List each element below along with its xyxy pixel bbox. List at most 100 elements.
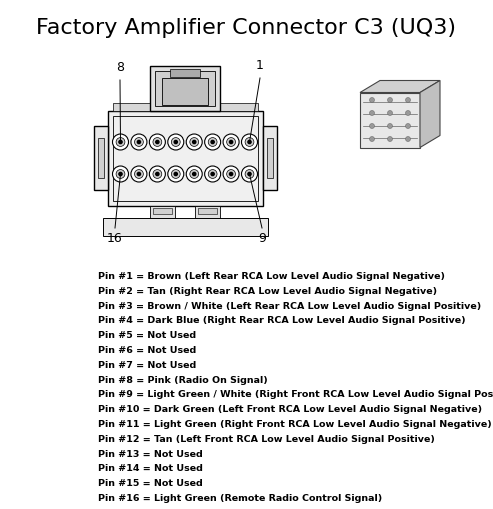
Text: Pin #16 = Light Green (Remote Radio Control Signal): Pin #16 = Light Green (Remote Radio Cont… [98,494,382,503]
Circle shape [223,166,239,182]
Circle shape [387,98,392,102]
Circle shape [223,134,239,150]
Circle shape [229,173,233,176]
Circle shape [229,140,233,144]
Circle shape [168,166,184,182]
Circle shape [153,169,162,178]
Circle shape [131,134,147,150]
Circle shape [186,166,202,182]
Circle shape [369,124,375,128]
Text: Pin #13 = Not Used: Pin #13 = Not Used [98,449,203,459]
Circle shape [156,173,159,176]
Bar [103,217,268,236]
Circle shape [116,169,125,178]
Circle shape [138,173,141,176]
Text: Pin #12 = Tan (Left Front RCA Low Level Audio Signal Positive): Pin #12 = Tan (Left Front RCA Low Level … [98,435,435,444]
Circle shape [112,166,129,182]
Circle shape [227,169,236,178]
Text: Pin #11 = Light Green (Right Front RCA Low Level Audio Signal Negative): Pin #11 = Light Green (Right Front RCA L… [98,420,492,429]
Circle shape [135,137,143,147]
Bar [198,208,217,213]
Circle shape [248,140,251,144]
Bar [112,102,257,110]
Circle shape [190,137,199,147]
Bar [162,77,208,104]
Circle shape [369,98,375,102]
Circle shape [116,137,125,147]
Circle shape [112,134,129,150]
Circle shape [168,134,184,150]
Circle shape [406,124,411,128]
Text: 9: 9 [258,232,266,245]
Text: Pin #8 = Pink (Radio On Signal): Pin #8 = Pink (Radio On Signal) [98,376,268,385]
Circle shape [369,136,375,142]
Bar [153,208,172,213]
Circle shape [387,110,392,116]
Text: Pin #15 = Not Used: Pin #15 = Not Used [98,479,203,488]
Bar [94,126,107,190]
Text: 8: 8 [116,61,124,74]
Circle shape [406,136,411,142]
Circle shape [153,137,162,147]
Text: Pin #1 = Brown (Left Rear RCA Low Level Audio Signal Negative): Pin #1 = Brown (Left Rear RCA Low Level … [98,272,445,281]
Circle shape [149,134,165,150]
Bar [98,138,104,178]
Circle shape [205,166,221,182]
Circle shape [208,169,217,178]
Polygon shape [360,80,440,93]
Circle shape [242,166,257,182]
Circle shape [242,134,257,150]
Text: Pin #10 = Dark Green (Left Front RCA Low Level Audio Signal Negative): Pin #10 = Dark Green (Left Front RCA Low… [98,405,482,414]
Text: Pin #5 = Not Used: Pin #5 = Not Used [98,331,196,340]
Text: 16: 16 [107,232,123,245]
Circle shape [156,140,159,144]
Circle shape [245,137,254,147]
Circle shape [119,173,122,176]
Circle shape [211,173,214,176]
Text: Pin #14 = Not Used: Pin #14 = Not Used [98,464,203,473]
Circle shape [174,140,177,144]
Text: Pin #2 = Tan (Right Rear RCA Low Level Audio Signal Negative): Pin #2 = Tan (Right Rear RCA Low Level A… [98,287,437,296]
Circle shape [245,169,254,178]
Circle shape [174,173,177,176]
Text: Pin #9 = Light Green / White (Right Front RCA Low Level Audio Signal Positive): Pin #9 = Light Green / White (Right Fron… [98,390,493,400]
Bar [150,66,220,110]
Circle shape [208,137,217,147]
Circle shape [205,134,221,150]
Bar [360,93,420,148]
Circle shape [406,98,411,102]
Polygon shape [420,80,440,148]
Circle shape [227,137,236,147]
Circle shape [406,110,411,116]
Circle shape [211,140,214,144]
Bar [112,116,257,201]
Text: 1: 1 [256,59,264,72]
Circle shape [149,166,165,182]
Circle shape [186,134,202,150]
Text: Pin #4 = Dark Blue (Right Rear RCA Low Level Audio Signal Positive): Pin #4 = Dark Blue (Right Rear RCA Low L… [98,317,465,325]
Text: Pin #7 = Not Used: Pin #7 = Not Used [98,361,196,370]
Circle shape [190,169,199,178]
Circle shape [172,169,180,178]
Circle shape [172,137,180,147]
Circle shape [193,173,196,176]
Text: Pin #6 = Not Used: Pin #6 = Not Used [98,346,196,355]
Circle shape [131,166,147,182]
Circle shape [369,110,375,116]
Bar [262,126,277,190]
Text: Factory Amplifier Connector C3 (UQ3): Factory Amplifier Connector C3 (UQ3) [36,18,457,38]
Circle shape [387,124,392,128]
Circle shape [248,173,251,176]
Bar [267,138,273,178]
Bar [155,71,215,105]
Bar [107,110,262,206]
Circle shape [193,140,196,144]
Circle shape [119,140,122,144]
Bar [170,69,200,76]
Bar [150,206,175,217]
Text: Pin #3 = Brown / White (Left Rear RCA Low Level Audio Signal Positive): Pin #3 = Brown / White (Left Rear RCA Lo… [98,302,481,310]
Bar [195,206,220,217]
Circle shape [135,169,143,178]
Circle shape [387,136,392,142]
Circle shape [138,140,141,144]
